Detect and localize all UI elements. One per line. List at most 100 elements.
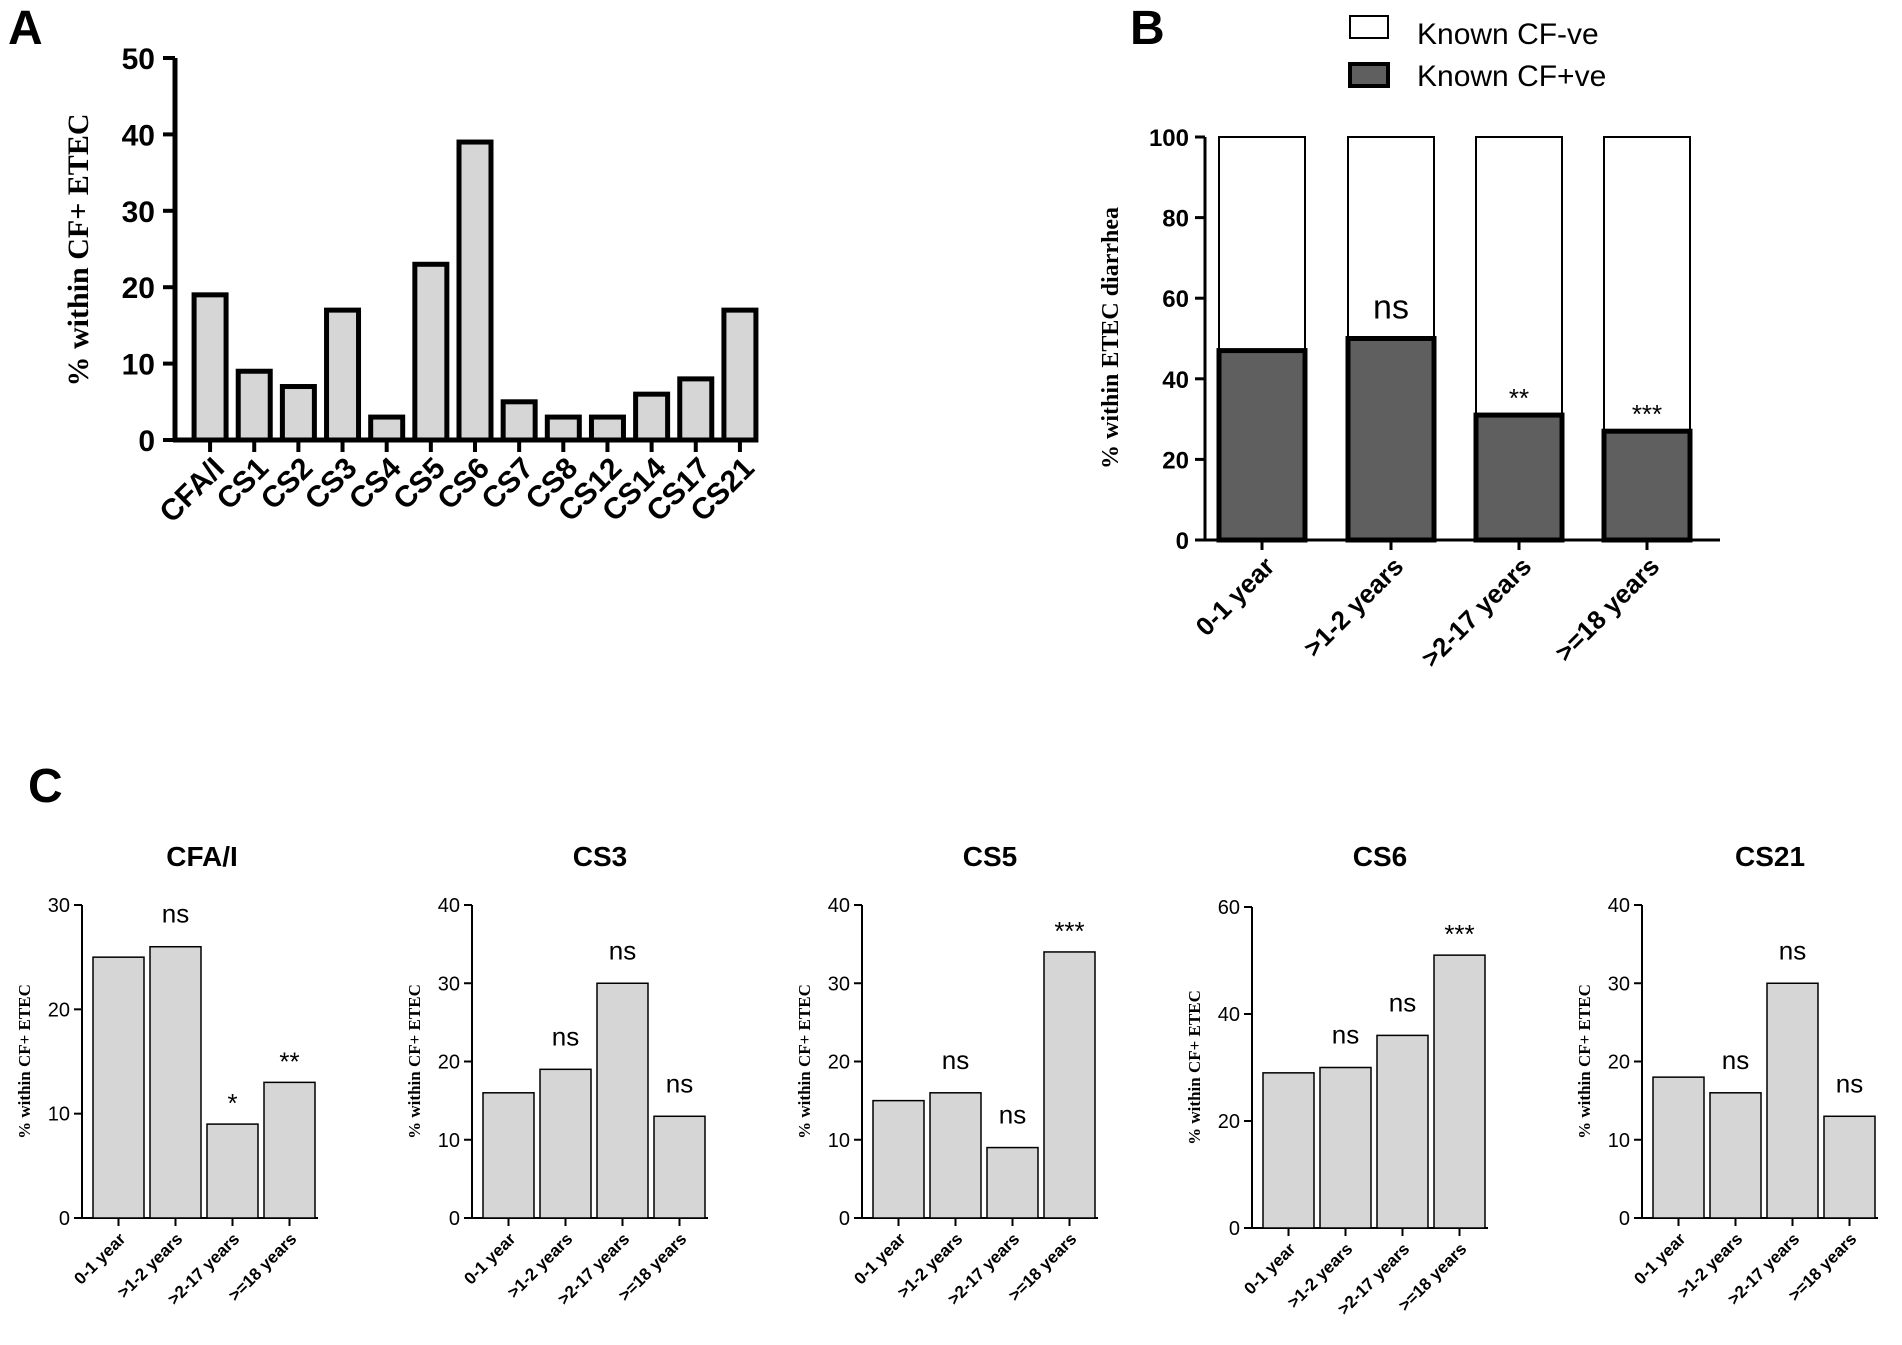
panel-b-bar-cf-negative <box>1347 136 1435 340</box>
panel-a-y-tick-label: 30 <box>122 196 155 229</box>
panel-a-bar-cs17 <box>677 376 715 443</box>
panel-c-cs3-bar <box>653 1115 706 1219</box>
panel-b-x-tick-label: >2-17 years <box>1415 551 1537 673</box>
panel-c-cs5-bar <box>872 1099 925 1219</box>
panel-c-cs3-y-tick-label: 20 <box>438 1052 460 1074</box>
panel-b-y-tick-label: 60 <box>1162 286 1189 313</box>
panel-b-x-tick-label: >=18 years <box>1549 551 1665 667</box>
panel-c-cfai-bar <box>206 1123 259 1219</box>
panel-c-cs6-y-tick-label: 0 <box>1229 1218 1240 1240</box>
panel-b-significance-label: ns <box>1373 289 1409 327</box>
panel-c-cs6-bar <box>1376 1034 1429 1229</box>
panel-c-cs21-bar <box>1652 1076 1705 1219</box>
panel-a-bar-cs14 <box>633 391 671 443</box>
panel-c-cs6-bar <box>1262 1072 1315 1229</box>
panel-c-cs5-significance-label: *** <box>1054 916 1084 946</box>
panel-c-cs6-title: CS6 <box>1353 841 1407 872</box>
panel-c-cs3-significance-label: ns <box>666 1068 693 1098</box>
panel-a-bar-cs6 <box>456 139 494 443</box>
panel-b-bar-cf-negative <box>1218 136 1306 352</box>
panel-c-cfai-y-tick-label: 10 <box>48 1104 70 1126</box>
panel-label-c: C <box>28 760 63 813</box>
panel-c-cs5-significance-label: ns <box>999 1100 1026 1130</box>
panel-b-bar-cf-negative <box>1475 136 1563 417</box>
panel-c-cs5-y-axis-label: % within CF+ ETEC <box>795 984 814 1139</box>
panel-a-bar-cs21 <box>721 307 759 443</box>
panel-a-y-tick-label: 40 <box>122 119 155 152</box>
legend-swatch-cf-negative <box>1349 15 1389 39</box>
panel-c-cs6-y-tick-label: 40 <box>1218 1004 1240 1026</box>
panel-c-cs5-bar <box>1043 951 1096 1219</box>
panel-a-bar-cs1 <box>235 368 273 443</box>
panel-c-cs5-bar <box>929 1092 982 1219</box>
panel-c-cs21-significance-label: ns <box>1722 1045 1749 1075</box>
panel-a-bar-cs3 <box>324 307 362 443</box>
panel-c-cs6-bar <box>1433 954 1486 1229</box>
panel-c-cs21-y-tick-label: 20 <box>1608 1052 1630 1074</box>
panel-c-cs6-significance-label: ns <box>1332 1020 1359 1050</box>
panel-c-cs3-bar <box>539 1068 592 1219</box>
panel-c-cs21-bar <box>1823 1115 1876 1219</box>
panel-a-bar-cs7 <box>500 399 538 443</box>
panel-label-b: B <box>1130 2 1165 55</box>
panel-c-cfai-significance-label: * <box>227 1088 237 1118</box>
panel-a-bar-cs5 <box>412 261 450 443</box>
legend-swatch-cf-positive <box>1348 62 1390 88</box>
panel-c-cs5-significance-label: ns <box>942 1045 969 1075</box>
panel-c-cs5-y-tick-label: 30 <box>828 973 850 995</box>
panel-c-cs3-x-tick-label: 0-1 year <box>460 1229 519 1288</box>
panel-c-cs6-significance-label: *** <box>1444 919 1474 949</box>
panel-c-cs3-y-tick-label: 10 <box>438 1130 460 1152</box>
panel-c-cs21-y-tick-label: 30 <box>1608 973 1630 995</box>
panel-a-y-tick-label: 10 <box>122 349 155 382</box>
panel-c-cs5-title: CS5 <box>963 841 1017 872</box>
panel-c-cs6-bar <box>1319 1066 1372 1229</box>
panel-c-cs21-y-tick-label: 10 <box>1608 1130 1630 1152</box>
panel-b-x-tick-label: >1-2 years <box>1298 551 1410 663</box>
panel-a-bar-cs4 <box>368 414 406 443</box>
panel-c-cs3-significance-label: ns <box>609 935 636 965</box>
panel-a-y-tick-label: 50 <box>122 43 155 76</box>
panel-c-cfai-x-tick-label: 0-1 year <box>70 1229 129 1288</box>
panel-c-cs5-y-tick-label: 20 <box>828 1052 850 1074</box>
panel-b-bar-cf-positive <box>1473 412 1565 543</box>
panel-c-cs5-y-tick-label: 10 <box>828 1130 850 1152</box>
panel-a-bar-cs12 <box>588 414 626 443</box>
legend-label-cf-negative: Known CF-ve <box>1417 18 1599 51</box>
panel-b-y-tick-label: 80 <box>1162 206 1189 233</box>
panel-c-cfai-y-tick-label: 0 <box>59 1208 70 1230</box>
panel-a-y-axis-label: % within CF+ ETEC <box>62 114 95 387</box>
panel-c-cs21-y-tick-label: 40 <box>1608 895 1630 917</box>
panel-c-cs3-y-tick-label: 40 <box>438 895 460 917</box>
panel-c-cfai-significance-label: ** <box>279 1046 299 1076</box>
panel-c-cs21-y-tick-label: 0 <box>1619 1208 1630 1230</box>
panel-b-bar-cf-positive <box>1216 348 1308 543</box>
panel-c-cs6-y-tick-label: 20 <box>1218 1111 1240 1133</box>
panel-b-chart: 0 20 40 60 80 100 % within ETEC diarrhea 0-1 ye… <box>1098 15 1720 673</box>
panel-c-cs21-significance-label: ns <box>1779 935 1806 965</box>
panel-c-cfai-y-tick-label: 30 <box>48 895 70 917</box>
panel-c-cs21-bar <box>1709 1092 1762 1219</box>
panel-c-cs3-bar <box>482 1092 535 1219</box>
panel-c-cs3-significance-label: ns <box>552 1021 579 1051</box>
panel-c-cs6-significance-label: ns <box>1389 987 1416 1017</box>
panel-c-cfai-bar <box>92 956 145 1219</box>
panel-a-bar-cs2 <box>279 384 317 443</box>
panel-c-cs3-y-tick-label: 0 <box>449 1208 460 1230</box>
panel-c-cs21-title: CS21 <box>1735 841 1805 872</box>
panel-a-bar-cfai <box>191 292 229 443</box>
panel-c-cfai-bar <box>263 1081 316 1219</box>
panel-c-cs21-y-axis-label: % within CF+ ETEC <box>1575 984 1594 1139</box>
panel-b-significance-label: ** <box>1509 383 1529 413</box>
panel-c-cs21-bar <box>1766 982 1819 1219</box>
panel-c-cs6-y-tick-label: 60 <box>1218 897 1240 919</box>
panel-c-cs5-bar <box>986 1146 1039 1219</box>
panel-c-cs5-y-tick-label: 40 <box>828 895 850 917</box>
panel-c-cs3-title: CS3 <box>573 841 627 872</box>
panel-c-cfai-significance-label: ns <box>162 899 189 929</box>
panel-c-cs3-y-axis-label: % within CF+ ETEC <box>405 984 424 1139</box>
panel-b-y-tick-label: 100 <box>1149 125 1189 152</box>
